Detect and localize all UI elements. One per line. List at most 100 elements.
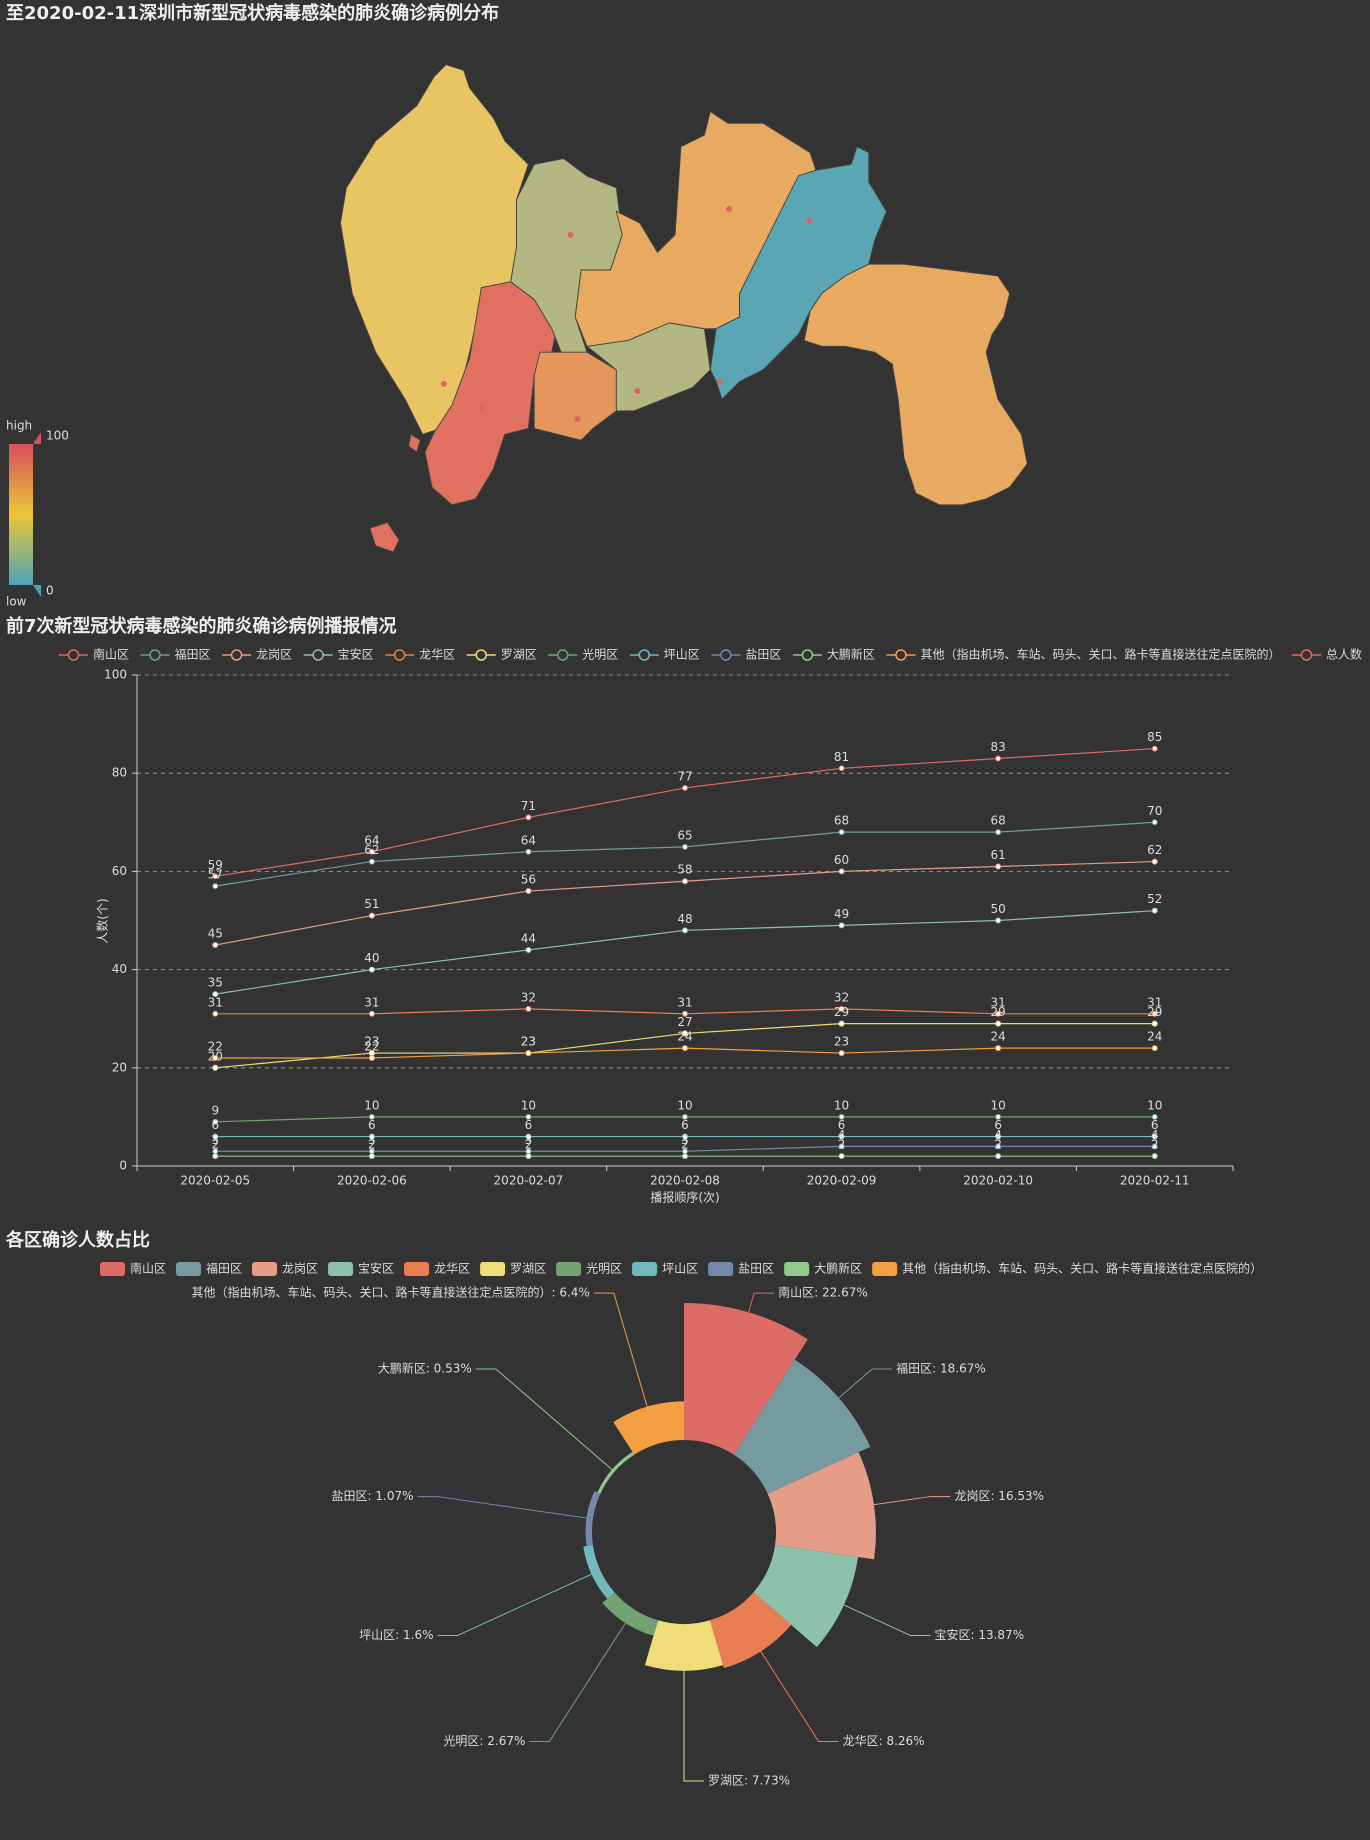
slice-label: 其他（指由机场、车站、码头、关口、路卡等直接送往定点医院的）: 6.4% [191, 1285, 589, 1300]
point [212, 1153, 219, 1160]
slice-label: 龙华区: 8.26% [843, 1734, 925, 1748]
point [368, 848, 375, 855]
data-label: 29 [991, 1005, 1006, 1019]
rose-slice [684, 1303, 808, 1455]
data-label: 77 [677, 769, 692, 783]
point [995, 1113, 1002, 1120]
legend-label: 宝安区 [358, 1261, 394, 1276]
point [838, 1153, 845, 1160]
point [838, 1133, 845, 1140]
point [1151, 858, 1158, 865]
legend-label: 坪山区 [662, 1262, 698, 1276]
point [682, 843, 688, 850]
data-label: 23 [521, 1035, 536, 1049]
legend-icon [720, 649, 732, 661]
data-label: 2 [1151, 1138, 1159, 1152]
slice-label: 坪山区: 1.6% [359, 1628, 433, 1642]
point [525, 814, 532, 821]
legend-icon [393, 649, 406, 661]
data-label: 2 [994, 1138, 1002, 1152]
point [212, 1010, 219, 1017]
data-label: 22 [364, 1039, 379, 1053]
point [995, 755, 1002, 762]
map-region [803, 263, 1028, 506]
rose-slice [597, 1451, 635, 1494]
data-label: 85 [1147, 730, 1162, 744]
data-label: 65 [677, 828, 692, 842]
label-line [760, 1651, 839, 1742]
slice-label: 龙岗区: 16.53% [954, 1489, 1044, 1503]
data-label: 2 [368, 1138, 376, 1152]
data-label: 83 [991, 740, 1006, 754]
point [368, 1113, 375, 1120]
data-label: 23 [521, 1035, 536, 1049]
legend-icon [149, 649, 161, 661]
data-label: 10 [1147, 1098, 1162, 1112]
legend-icon [475, 649, 487, 661]
point [995, 917, 1002, 924]
data-label: 10 [991, 1098, 1006, 1112]
data-label: 10 [677, 1098, 692, 1112]
visual-map-bar [9, 444, 33, 585]
legend-icon [328, 1262, 354, 1276]
data-label: 10 [521, 1098, 536, 1112]
data-label: 2 [211, 1138, 219, 1152]
data-label: 60 [834, 853, 849, 867]
data-label: 29 [1147, 1005, 1162, 1019]
legend-label: 龙华区 [419, 648, 455, 662]
data-label: 27 [677, 1015, 692, 1029]
point [838, 1005, 845, 1012]
visual-map-high: high [6, 419, 32, 433]
data-label: 24 [991, 1030, 1006, 1044]
y-tick-label: 100 [104, 668, 127, 682]
point [525, 1050, 532, 1057]
rose-slice [709, 1592, 792, 1669]
point [995, 1045, 1002, 1052]
point [1151, 1045, 1158, 1052]
visual-map-low: low [6, 595, 27, 609]
legend-label: 龙岗区 [256, 648, 292, 662]
x-axis-label: 播报顺序(次) [650, 1190, 719, 1205]
x-tick-label: 2020-02-09 [807, 1174, 877, 1188]
point [1151, 1020, 1158, 1027]
map [339, 64, 1028, 553]
data-label: 31 [1147, 995, 1162, 1009]
legend-icon [784, 1262, 810, 1276]
map-region [533, 351, 617, 441]
data-label: 70 [1147, 804, 1162, 818]
data-label: 49 [834, 907, 849, 921]
point [682, 1010, 688, 1017]
x-tick-label: 2020-02-05 [180, 1174, 250, 1188]
point [368, 858, 375, 865]
point [838, 1020, 845, 1027]
data-label: 23 [834, 1035, 849, 1049]
legend-icon [230, 649, 243, 661]
legend-icon [67, 649, 80, 661]
legend-label: 盐田区 [745, 648, 781, 662]
data-label: 44 [521, 931, 536, 945]
data-label: 31 [677, 995, 692, 1009]
point [838, 1143, 845, 1150]
x-tick-label: 2020-02-10 [963, 1174, 1033, 1188]
legend-icon [895, 649, 907, 661]
legend-icon [252, 1262, 278, 1276]
map-region [574, 110, 817, 347]
legend-label: 罗湖区 [501, 647, 537, 662]
point [1151, 907, 1158, 914]
legend-icon [176, 1262, 202, 1276]
line-title: 前7次新型冠状病毒感染的肺炎确诊病例播报情况 [6, 615, 397, 637]
point [682, 784, 688, 791]
rose-slice [613, 1401, 684, 1455]
pie-title: 各区确诊人数占比 [5, 1229, 150, 1251]
y-tick-label: 60 [112, 864, 127, 878]
visual-map-max: 100 [46, 429, 69, 443]
rose-slice [767, 1452, 876, 1560]
map-title: 至2020-02-11深圳市新型冠状病毒感染的肺炎确诊病例分布 [6, 2, 499, 24]
legend-icon [100, 1262, 125, 1276]
map-region [408, 433, 421, 453]
data-label: 24 [677, 1030, 692, 1044]
data-label: 56 [521, 873, 536, 887]
legend-icon [801, 649, 814, 661]
data-label: 45 [208, 927, 223, 941]
rose-slice [644, 1620, 724, 1671]
